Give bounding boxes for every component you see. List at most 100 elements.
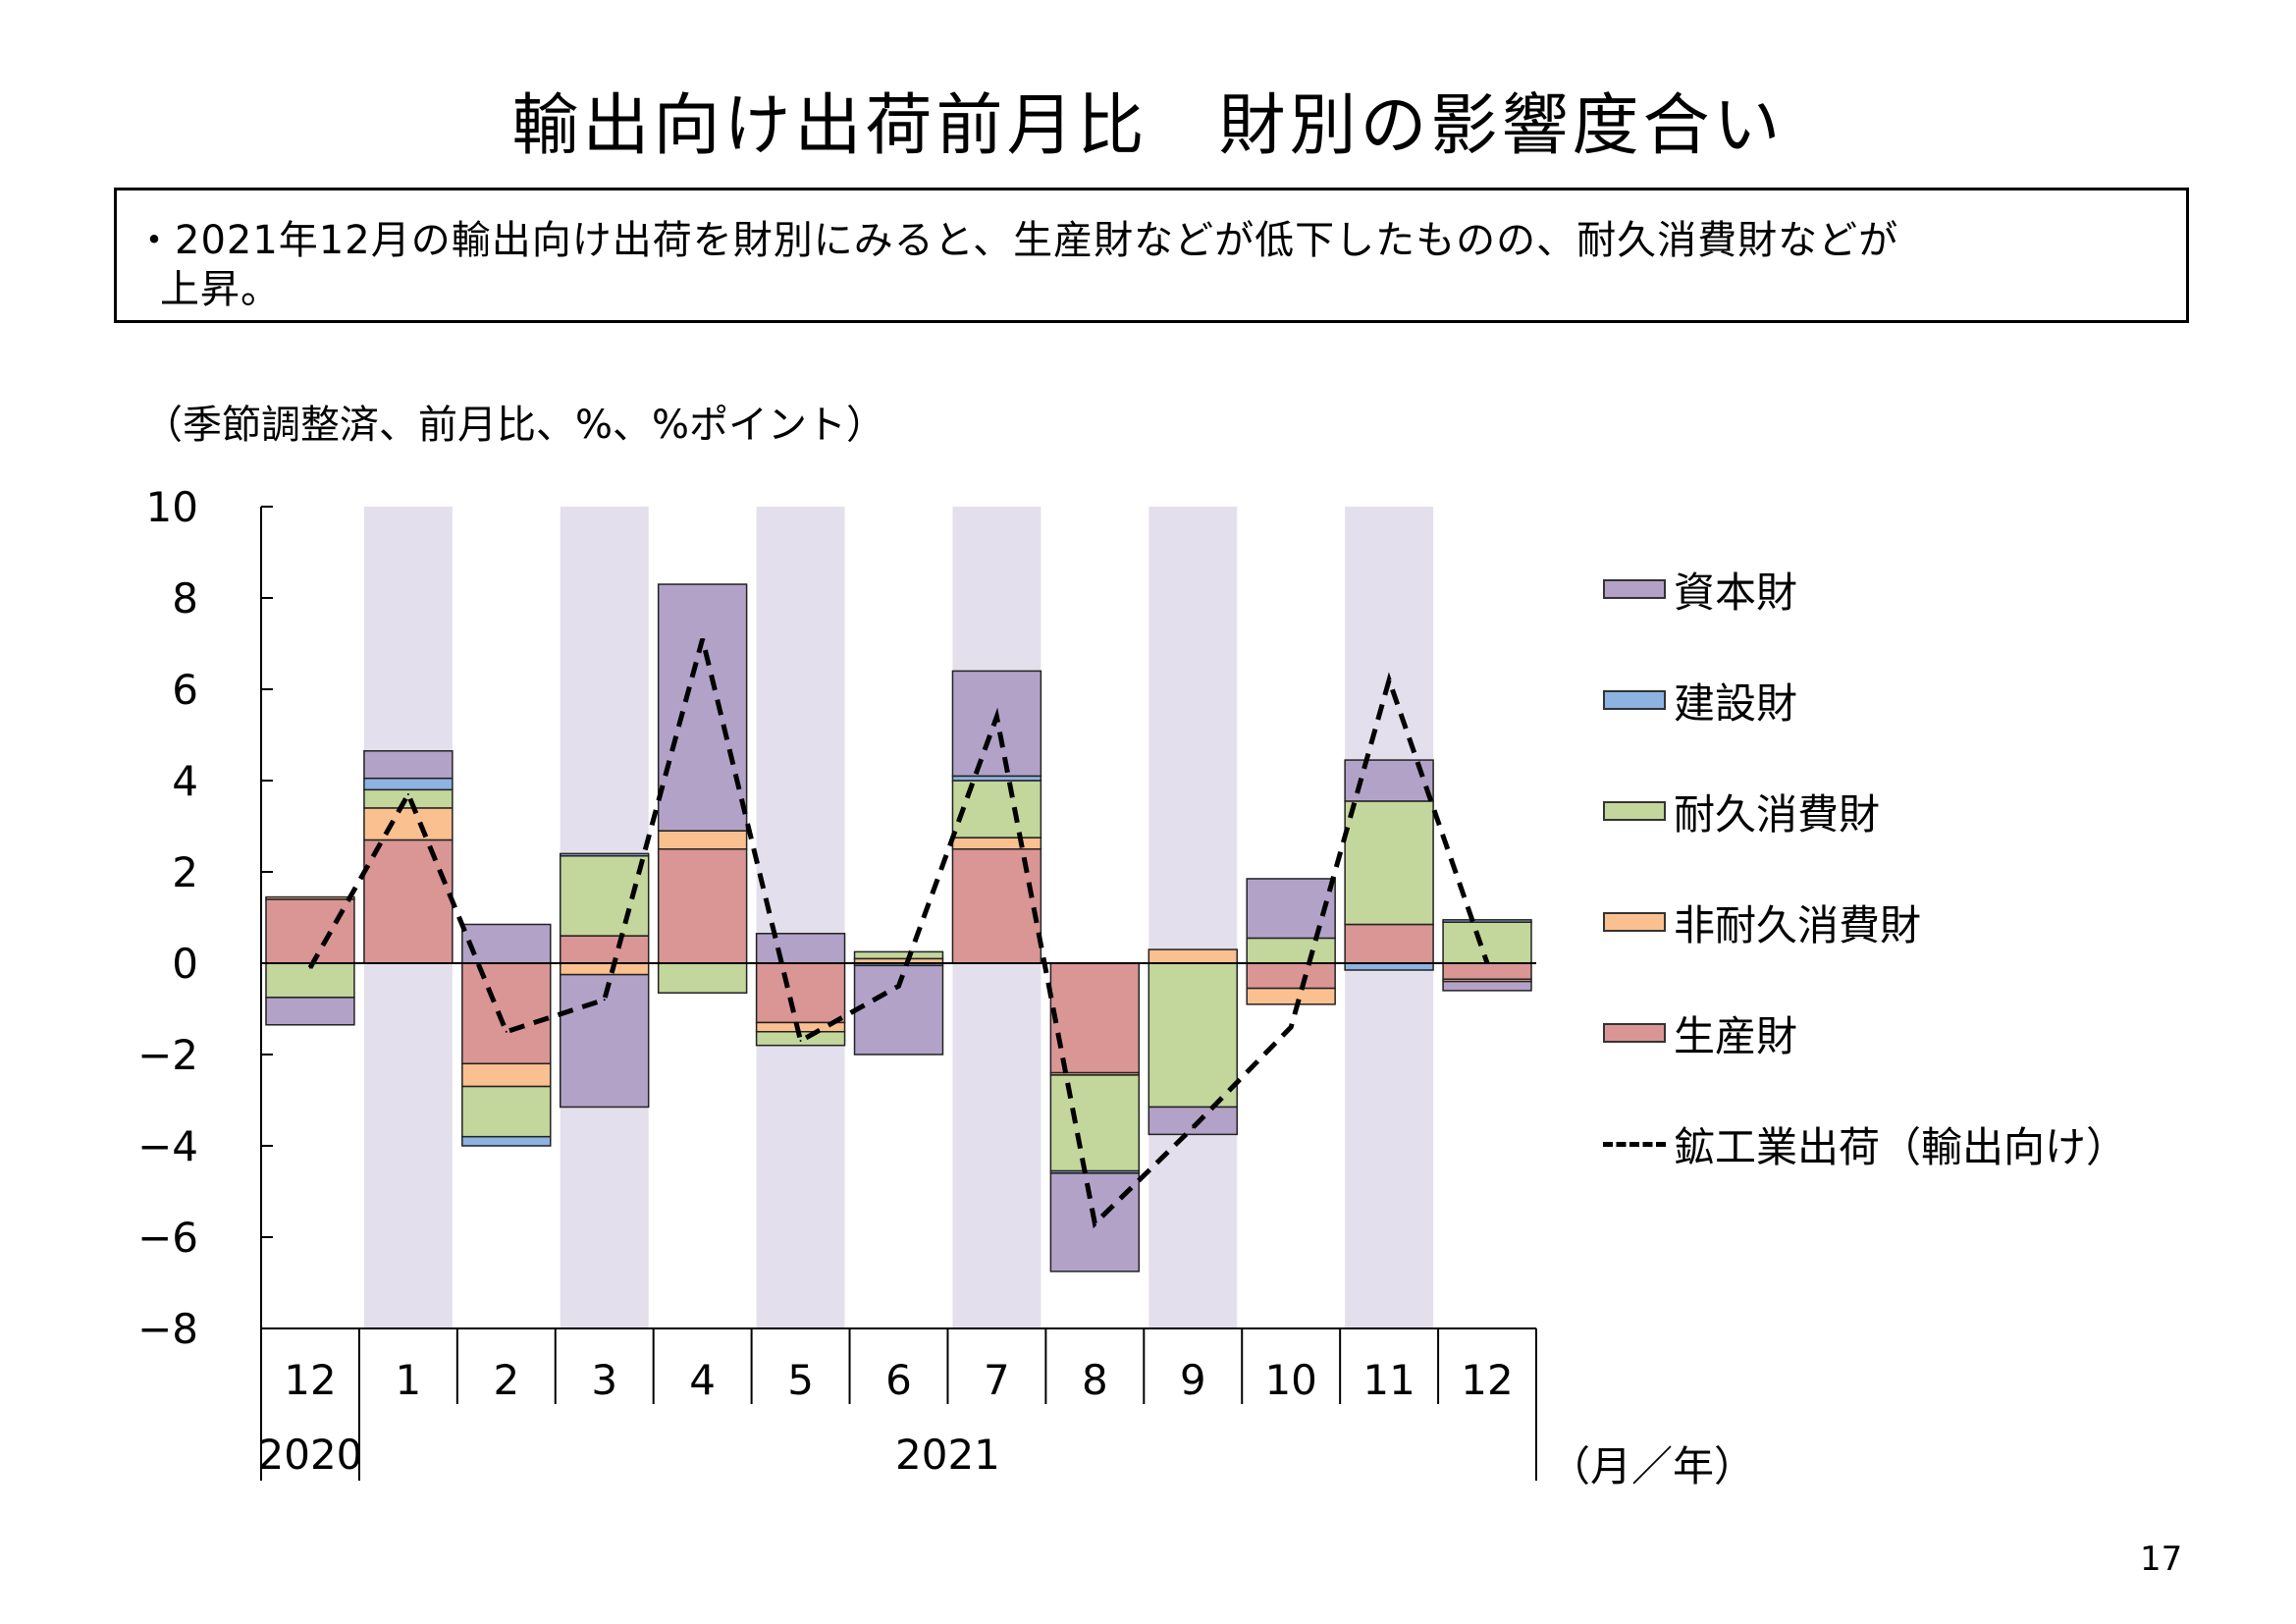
summary-line-1: ・2021年12月の輸出向け出荷を財別にみると、生産財などが低下したものの、耐久… [134, 218, 1899, 263]
bar-production [1344, 923, 1434, 964]
x-tick-label: 12 [284, 1356, 336, 1404]
legend-item-shipments: 鉱工業出荷（輸出向け） [1603, 1114, 2127, 1173]
bar-nondurable [363, 807, 454, 841]
legend-label-production: 生産財 [1674, 1011, 1798, 1060]
legend-label-construction: 建設財 [1674, 678, 1798, 728]
bar-durable [657, 962, 748, 994]
x-tick-label: 8 [1082, 1356, 1108, 1404]
legend-item-durable: 耐久消費財 [1603, 782, 1880, 840]
bar-construction [1442, 919, 1532, 923]
summary-line-2: 上昇。 [160, 267, 281, 312]
bar-durable [853, 950, 944, 960]
x-tick-label: 1 [396, 1356, 422, 1404]
bar-capital [1246, 878, 1336, 940]
line-point [505, 1030, 507, 1033]
bar-capital [1148, 1106, 1238, 1136]
bar-nondurable [1148, 948, 1238, 964]
bar-capital [265, 997, 355, 1026]
x-tick-label: 11 [1362, 1356, 1415, 1404]
bar-nondurable [657, 830, 748, 850]
y-tick-label: −8 [137, 1305, 198, 1353]
year-label: 2021 [895, 1431, 1000, 1479]
legend-swatch-construction [1603, 690, 1666, 710]
bar-production [1442, 962, 1532, 981]
bar-nondurable [265, 895, 355, 900]
line-point [799, 1040, 802, 1043]
bar-nondurable [1246, 987, 1336, 1005]
legend-swatch-durable [1603, 801, 1666, 821]
y-tick-label: 0 [172, 940, 198, 988]
legend-label-shipments: 鉱工業出荷（輸出向け） [1674, 1122, 2128, 1171]
summary-box: ・2021年12月の輸出向け出荷を財別にみると、生産財などが低下したものの、耐久… [114, 188, 2189, 323]
bar-production [461, 962, 552, 1065]
bar-construction [461, 1135, 552, 1147]
bar-capital [461, 923, 552, 964]
bar-durable [1148, 962, 1238, 1109]
legend-item-nondurable: 非耐久消費財 [1603, 893, 1921, 951]
y-tick-label: 6 [172, 666, 198, 714]
x-tick-label: 7 [984, 1356, 1010, 1404]
x-tick-label: 3 [591, 1356, 617, 1404]
x-tick-label: 4 [689, 1356, 716, 1404]
x-tick-label: 6 [885, 1356, 912, 1404]
x-axis-unit: （月／年） [1549, 1442, 1755, 1490]
legend-item-capital: 資本財 [1603, 560, 1797, 619]
bar-nondurable [560, 962, 650, 976]
bar-capital [755, 933, 846, 964]
bar-production [1049, 962, 1141, 1074]
line-point [1192, 1126, 1195, 1129]
bar-construction [1344, 962, 1434, 971]
line-point [1486, 962, 1489, 964]
line-point [406, 792, 409, 795]
page-number: 17 [2140, 1540, 2183, 1579]
bar-durable [951, 780, 1042, 839]
bar-construction [363, 777, 454, 791]
x-tick-label: 2 [493, 1356, 519, 1404]
bar-durable [461, 1085, 552, 1138]
y-tick-label: −6 [137, 1214, 198, 1262]
bar-production [560, 935, 650, 964]
legend-label-nondurable: 非耐久消費財 [1674, 900, 1922, 949]
line-point [1094, 1222, 1096, 1225]
legend-label-durable: 耐久消費財 [1674, 789, 1881, 839]
bar-production [1246, 962, 1336, 990]
bar-durable [1246, 937, 1336, 964]
bar-production [265, 898, 355, 964]
y-tick-label: −4 [137, 1122, 198, 1170]
line-point [701, 637, 704, 640]
line-point [308, 966, 311, 969]
y-tick-label: 2 [172, 848, 198, 896]
bar-capital [1442, 980, 1532, 992]
bar-capital [657, 583, 748, 832]
page-title: 輸出向け出荷前月比 財別の影響度合い [511, 87, 1785, 165]
bar-nondurable [461, 1062, 552, 1088]
bar-production [363, 839, 454, 964]
shaded-column [1148, 507, 1238, 1328]
x-tick-label: 9 [1180, 1356, 1206, 1404]
bar-durable [560, 854, 650, 937]
legend-item-construction: 建設財 [1603, 671, 1797, 730]
line-point [995, 715, 998, 718]
legend-line-shipments [1603, 1141, 1666, 1147]
bar-production [755, 962, 846, 1024]
legend-swatch-production [1603, 1023, 1666, 1043]
y-tick-label: −2 [137, 1031, 198, 1079]
line-point [897, 985, 900, 988]
bar-durable [1049, 1074, 1141, 1172]
bar-nondurable [951, 837, 1042, 850]
year-label: 2020 [258, 1431, 363, 1479]
bar-production [657, 848, 748, 964]
unit-note: （季節調整済、前月比、%、%ポイント） [143, 403, 886, 448]
bar-capital [853, 964, 944, 1056]
shaded-column [756, 507, 845, 1328]
x-tick-label: 10 [1264, 1356, 1316, 1404]
line-point [1388, 678, 1391, 681]
line-point [1290, 1026, 1293, 1029]
bar-construction [560, 852, 650, 857]
legend-label-capital: 資本財 [1674, 568, 1798, 617]
x-tick-label: 12 [1461, 1356, 1513, 1404]
legend-swatch-capital [1603, 579, 1666, 599]
line-point [603, 999, 606, 1001]
y-tick-label: 4 [172, 757, 198, 805]
bar-capital [363, 750, 454, 780]
